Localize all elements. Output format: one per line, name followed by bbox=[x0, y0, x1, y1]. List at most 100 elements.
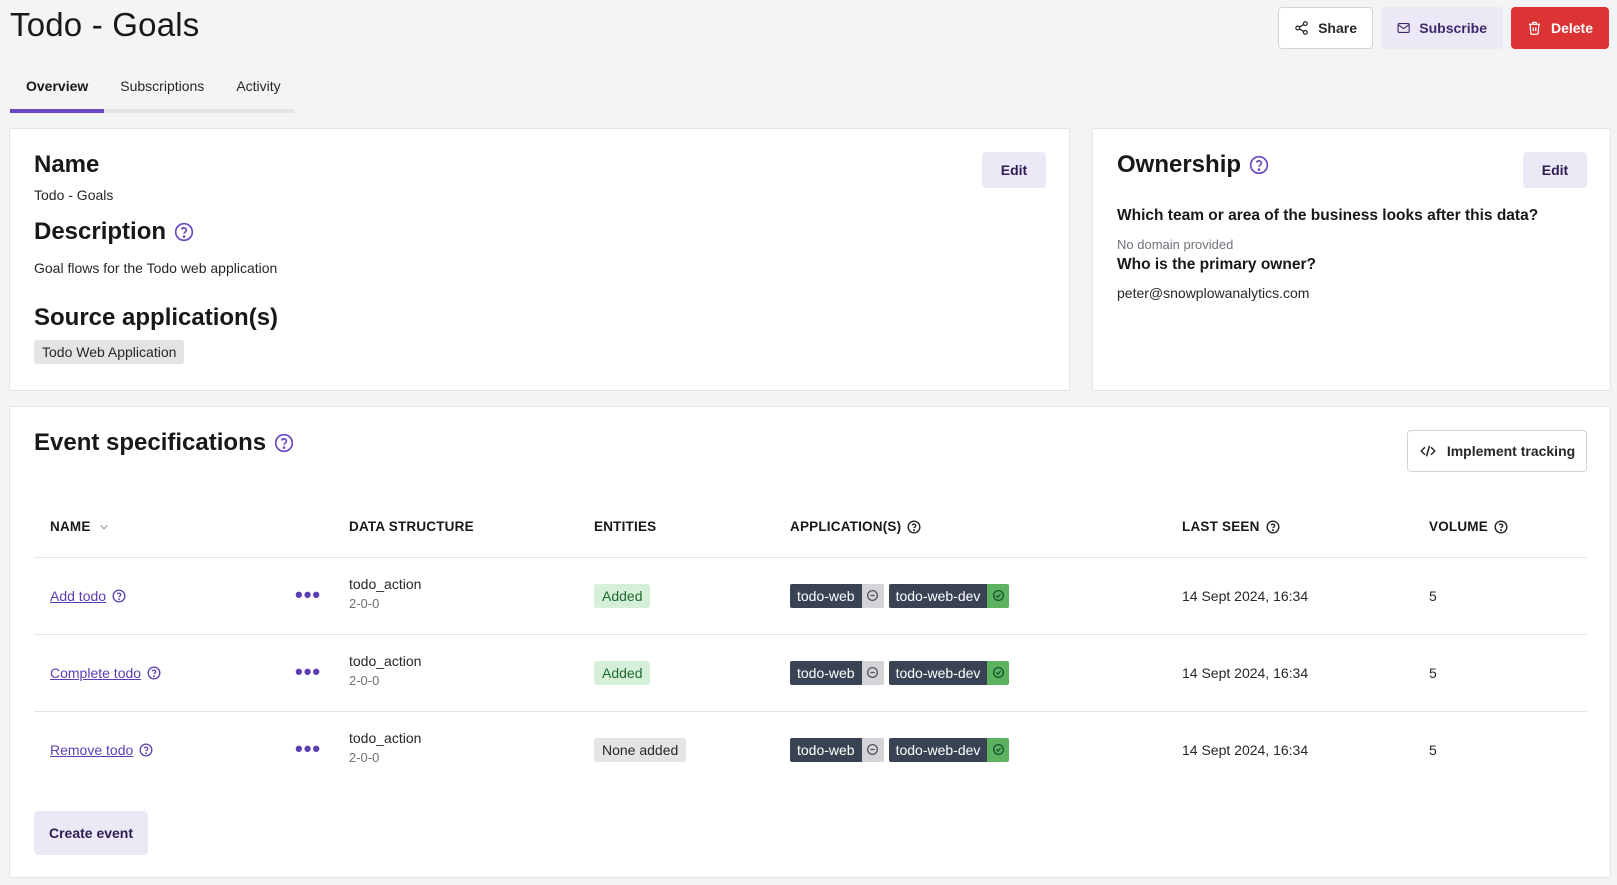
name-heading: Name bbox=[34, 151, 100, 178]
status-check-icon bbox=[987, 583, 1010, 608]
last-seen-cell: 14 Sept 2024, 16:34 bbox=[1182, 587, 1309, 604]
status-minus-icon bbox=[861, 737, 884, 762]
details-card: Name Todo - Goals Edit Description Goal … bbox=[9, 128, 1070, 391]
event-name-cell: Remove todo bbox=[50, 742, 153, 758]
app-tag-name: todo-web-dev bbox=[888, 660, 988, 685]
delete-button[interactable]: Delete bbox=[1511, 7, 1609, 49]
event-name-cell: Complete todo bbox=[50, 665, 161, 681]
table-divider bbox=[34, 557, 1587, 558]
help-icon[interactable] bbox=[147, 666, 161, 680]
help-icon[interactable] bbox=[139, 743, 153, 757]
help-icon[interactable] bbox=[1266, 519, 1280, 534]
status-minus-icon bbox=[861, 583, 884, 608]
column-header-applications-label: APPLICATION(S) bbox=[790, 519, 902, 534]
help-icon[interactable] bbox=[1249, 155, 1269, 175]
table-divider bbox=[34, 711, 1587, 712]
chevron-down-icon bbox=[99, 524, 108, 530]
app-tag: todo-web-dev bbox=[888, 737, 1010, 762]
tab-activity[interactable]: Activity bbox=[236, 78, 281, 94]
applications-cell: todo-web todo-web-dev bbox=[790, 660, 1010, 685]
owner-question: Who is the primary owner? bbox=[1117, 256, 1316, 273]
help-icon[interactable] bbox=[907, 519, 921, 534]
column-header-last-seen-label: LAST SEEN bbox=[1182, 519, 1260, 534]
ownership-heading-text: Ownership bbox=[1117, 151, 1242, 178]
description-heading: Description bbox=[34, 218, 277, 246]
entities-badge: Added bbox=[594, 583, 651, 608]
tab-subscriptions[interactable]: Subscriptions bbox=[120, 78, 205, 94]
ellipsis-icon[interactable]: ••• bbox=[295, 658, 322, 684]
name-value: Todo - Goals bbox=[34, 187, 114, 203]
event-name-text: Remove todo bbox=[50, 741, 134, 758]
event-name-text: Complete todo bbox=[50, 664, 142, 681]
data-structure-version: 2-0-0 bbox=[349, 672, 380, 688]
data-structure-version: 2-0-0 bbox=[349, 749, 380, 765]
app-tag: todo-web bbox=[790, 660, 884, 685]
share-label: Share bbox=[1318, 20, 1357, 36]
delete-label: Delete bbox=[1550, 20, 1593, 36]
owner-value: peter@snowplowanalytics.com bbox=[1117, 285, 1310, 301]
event-name-link[interactable]: Complete todo bbox=[50, 665, 161, 681]
data-structure-version: 2-0-0 bbox=[349, 595, 380, 611]
trash-icon bbox=[1528, 21, 1541, 35]
description-value: Goal flows for the Todo web application bbox=[34, 260, 278, 276]
data-structure-name: todo_action bbox=[349, 729, 422, 746]
help-icon[interactable] bbox=[112, 589, 126, 603]
ellipsis-icon[interactable]: ••• bbox=[295, 735, 322, 761]
column-header-name[interactable]: NAME bbox=[50, 519, 111, 534]
ownership-heading: Ownership bbox=[1117, 151, 1269, 179]
entities-cell: Added bbox=[594, 583, 651, 608]
column-header-last-seen: LAST SEEN bbox=[1182, 519, 1280, 534]
subscribe-label: Subscribe bbox=[1419, 20, 1487, 36]
details-edit-button[interactable]: Edit bbox=[982, 152, 1046, 188]
last-seen-cell: 14 Sept 2024, 16:34 bbox=[1182, 741, 1309, 758]
help-icon[interactable] bbox=[174, 222, 194, 242]
column-header-volume: VOLUME bbox=[1429, 519, 1508, 534]
entities-badge: Added bbox=[594, 660, 651, 685]
event-name-link[interactable]: Remove todo bbox=[50, 742, 153, 758]
team-question: Which team or area of the business looks… bbox=[1117, 207, 1539, 224]
event-specs-heading-text: Event specifications bbox=[34, 429, 267, 456]
column-header-data-structure: DATA STRUCTURE bbox=[349, 519, 474, 534]
status-check-icon bbox=[987, 737, 1010, 762]
entities-badge: None added bbox=[594, 737, 687, 762]
event-name-link[interactable]: Add todo bbox=[50, 588, 126, 604]
implement-tracking-button[interactable]: Implement tracking bbox=[1407, 430, 1587, 472]
mail-icon bbox=[1397, 23, 1410, 33]
table-divider bbox=[34, 634, 1587, 635]
applications-cell: todo-web todo-web-dev bbox=[790, 583, 1010, 608]
column-header-applications: APPLICATION(S) bbox=[790, 519, 921, 534]
implement-tracking-label: Implement tracking bbox=[1446, 443, 1576, 459]
app-tag-name: todo-web bbox=[790, 660, 862, 685]
event-specs-heading: Event specifications bbox=[34, 429, 294, 457]
ownership-edit-button[interactable]: Edit bbox=[1523, 152, 1587, 188]
source-app-chip: Todo Web Application bbox=[34, 340, 185, 364]
data-structure-cell: todo_action 2-0-0 bbox=[349, 730, 421, 765]
volume-cell: 5 bbox=[1429, 587, 1437, 604]
app-tag-name: todo-web-dev bbox=[888, 737, 988, 762]
help-icon[interactable] bbox=[1494, 519, 1508, 534]
data-structure-name: todo_action bbox=[349, 575, 422, 592]
column-header-volume-label: VOLUME bbox=[1429, 519, 1488, 534]
event-name-cell: Add todo bbox=[50, 588, 126, 604]
share-button[interactable]: Share bbox=[1278, 7, 1373, 49]
entities-cell: None added bbox=[594, 737, 687, 762]
volume-cell: 5 bbox=[1429, 741, 1437, 758]
entities-cell: Added bbox=[594, 660, 651, 685]
data-structure-name: todo_action bbox=[349, 652, 422, 669]
description-heading-text: Description bbox=[34, 218, 167, 245]
event-specs-card: Event specifications Implement tracking … bbox=[9, 406, 1611, 878]
help-icon[interactable] bbox=[274, 433, 294, 453]
create-event-button[interactable]: Create event bbox=[34, 811, 148, 855]
page-title: Todo - Goals bbox=[10, 6, 200, 43]
app-tag-name: todo-web bbox=[790, 583, 862, 608]
code-icon bbox=[1420, 445, 1436, 457]
ellipsis-icon[interactable]: ••• bbox=[295, 581, 322, 607]
tab-bar: Overview Subscriptions Activity bbox=[10, 66, 295, 113]
data-structure-cell: todo_action 2-0-0 bbox=[349, 653, 421, 688]
app-tag-name: todo-web bbox=[790, 737, 862, 762]
status-minus-icon bbox=[861, 660, 884, 685]
share-icon bbox=[1295, 21, 1308, 35]
tab-overview[interactable]: Overview bbox=[10, 66, 105, 113]
ownership-card: Ownership Edit Which team or area of the… bbox=[1092, 128, 1611, 391]
subscribe-button[interactable]: Subscribe bbox=[1381, 7, 1503, 49]
